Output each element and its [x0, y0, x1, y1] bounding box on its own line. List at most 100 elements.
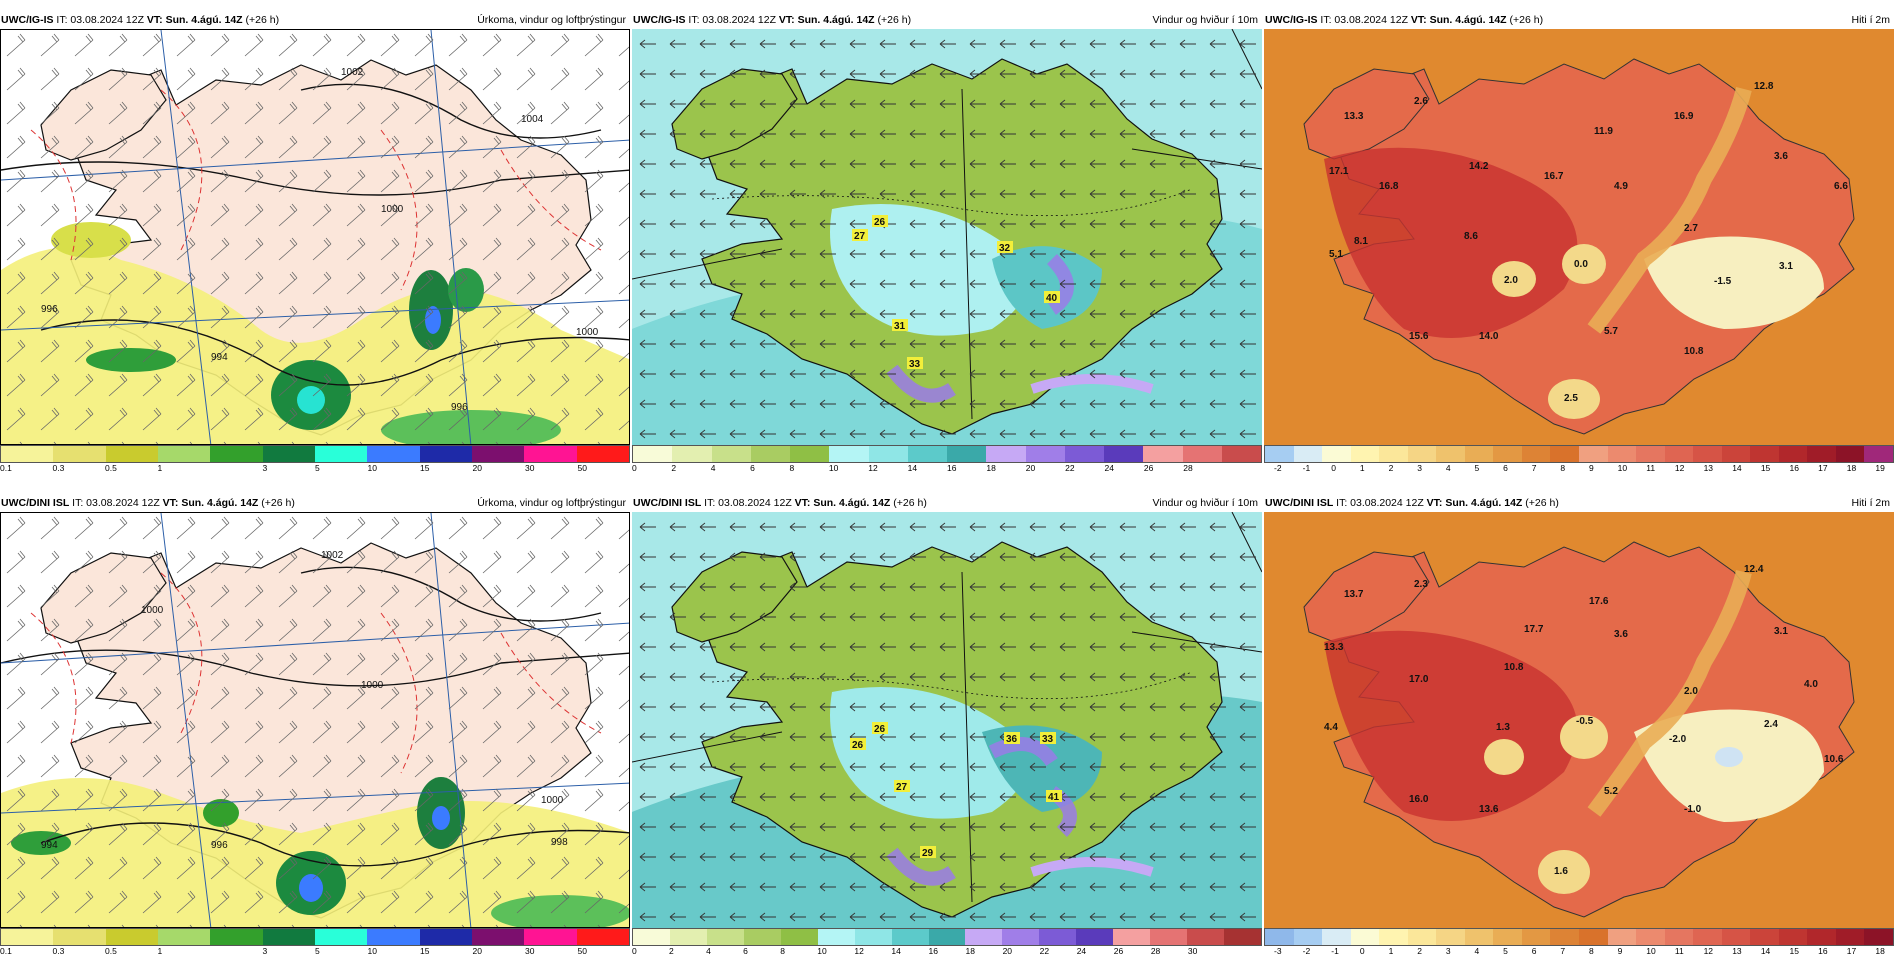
scale-swatch	[672, 446, 712, 462]
map-view[interactable]: 26 26 36 33 27 41 29	[632, 512, 1262, 928]
scale-swatch	[1182, 446, 1222, 462]
scale-tick-label: 3	[262, 463, 268, 473]
scale-swatch	[157, 929, 211, 945]
scale-tick-label: 8	[1589, 946, 1594, 956]
scale-swatch	[1464, 446, 1494, 462]
scale-tick-label: 16	[1789, 463, 1799, 473]
scale-tick-label: 6	[1503, 463, 1508, 473]
scale-swatch	[419, 446, 472, 462]
scale-swatch	[1104, 446, 1144, 462]
scale-swatch	[743, 929, 781, 945]
temp-label: 6.6	[1834, 181, 1848, 192]
temp-label: 3.6	[1774, 151, 1788, 162]
map-view[interactable]: 1002 1000 1000 994 996 998 1000	[0, 512, 630, 928]
temp-label: 16.7	[1544, 171, 1564, 182]
scale-swatch	[367, 446, 420, 462]
scale-swatch	[1436, 446, 1465, 462]
temp-label: 2.0	[1684, 686, 1698, 697]
gust-label: 36	[1006, 734, 1018, 745]
temp-label: 2.5	[1564, 393, 1578, 404]
scale-swatch	[1579, 929, 1608, 945]
scale-swatch	[1322, 929, 1351, 945]
scale-tick-label: 7	[1560, 946, 1566, 956]
temp-label: 3.1	[1779, 261, 1793, 272]
temp-label: 13.3	[1344, 111, 1364, 122]
scale-swatch	[1221, 446, 1261, 462]
scale-tick-label: 19	[1875, 463, 1885, 473]
init-time: 03.08.2024 12Z	[1350, 497, 1424, 509]
gust-label: 29	[922, 848, 934, 859]
map-view[interactable]: 13.7 2.3 12.4 17.6 13.3 17.7 3.6 3.1 17.…	[1264, 512, 1894, 928]
scale-tick-label: 3	[1417, 463, 1422, 473]
isobar-label: 998	[551, 837, 568, 848]
isobar-label: 1004	[521, 114, 544, 125]
scale-tick-label: 50	[577, 946, 587, 956]
scale-swatch	[1550, 446, 1580, 462]
isobar-label: 996	[41, 304, 58, 315]
temp-label: 17.6	[1589, 596, 1609, 607]
color-scale: -2 -1 0 1 2 3 4 5 6 7 8 9 10 11 12 13 14 15 16 17 18 19	[1264, 445, 1894, 473]
model-name: UWC/DINI ISL	[1265, 497, 1334, 509]
isobar-label: 996	[211, 840, 228, 851]
scale-swatch	[1322, 446, 1351, 462]
scale-tick-label: 30	[525, 946, 535, 956]
scale-tick-label: -2	[1302, 946, 1311, 956]
scale-tick-label: 0.1	[0, 463, 12, 473]
panel-temp-igis: UWC/IG-IS IT: 03.08.2024 12Z VT: Sun. 4.…	[1264, 12, 1894, 473]
scale-swatch	[633, 929, 670, 945]
scale-tick-label: 6	[743, 946, 748, 956]
scale-swatch	[986, 446, 1026, 462]
scale-tick-label: 22	[1039, 946, 1050, 956]
panel-wind-igis: UWC/IG-IS IT: 03.08.2024 12Z VT: Sun. 4.…	[632, 12, 1262, 473]
scale-tick-label: 3	[262, 946, 268, 956]
temp-label: 1.3	[1496, 722, 1510, 733]
scale-swatch	[1664, 929, 1694, 945]
scale-tick-label: 0	[1331, 463, 1337, 473]
scale-swatch	[829, 446, 869, 462]
scale-swatch	[706, 929, 744, 945]
scale-tick-label: 22	[1065, 463, 1075, 473]
scale-swatch	[1224, 929, 1261, 945]
color-scale: 0.1 0.3 0.5 1 3 5 10 15 20 30 50	[0, 445, 630, 473]
scale-swatch	[314, 929, 368, 945]
scale-swatch	[1778, 929, 1808, 945]
temp-label: 17.1	[1329, 166, 1349, 177]
scale-swatch	[1579, 446, 1608, 462]
scale-tick-label: 3	[1445, 946, 1451, 956]
temp-label: 16.9	[1674, 111, 1694, 122]
scale-swatch	[524, 446, 577, 462]
valid-time: Sun. 4.ágú. 14Z	[181, 497, 259, 509]
scale-tick-label: 4	[1474, 946, 1480, 956]
scale-swatch	[1113, 929, 1151, 945]
map-view[interactable]: 1002 1000 1004 996 994 996 1000	[0, 29, 630, 445]
map-view[interactable]: 26 27 32 31 33 40	[632, 29, 1262, 445]
lead-time: (+26 h)	[877, 14, 912, 26]
temp-label: 3.6	[1614, 629, 1628, 640]
gust-label: 26	[852, 740, 864, 751]
temp-label: 17.7	[1524, 624, 1544, 635]
scale-swatch	[471, 446, 525, 462]
scale-swatch	[947, 446, 987, 462]
map-view[interactable]: 13.3 2.6 12.8 17.1 14.2 16.9 11.9 16.7 1…	[1264, 29, 1894, 445]
scale-swatch	[1607, 446, 1637, 462]
scale-swatch	[1039, 929, 1077, 945]
gust-label: 33	[909, 359, 921, 370]
temp-label: 16.0	[1409, 794, 1429, 805]
temp-label: -0.5	[1576, 716, 1594, 727]
scale-tick-label: 9	[1589, 463, 1594, 473]
gust-label: 27	[854, 231, 866, 242]
scale-tick-label: 14	[1760, 946, 1771, 956]
scale-tick-label: 26	[1143, 463, 1154, 473]
scale-tick-label: 18	[965, 946, 975, 956]
temp-label: 2.0	[1504, 275, 1518, 286]
scale-swatch	[1750, 929, 1779, 945]
temp-label: -1.5	[1714, 276, 1732, 287]
lead-time: (+26 h)	[245, 14, 280, 26]
temp-label: 12.4	[1744, 564, 1764, 575]
scale-tick-label: 5	[1474, 463, 1480, 473]
scale-swatch	[891, 929, 929, 945]
scale-swatch	[1550, 929, 1580, 945]
valid-time: Sun. 4.ágú. 14Z	[797, 14, 875, 26]
panel-title: Hiti í 2m	[1851, 14, 1890, 26]
temp-label: 5.7	[1604, 326, 1618, 337]
